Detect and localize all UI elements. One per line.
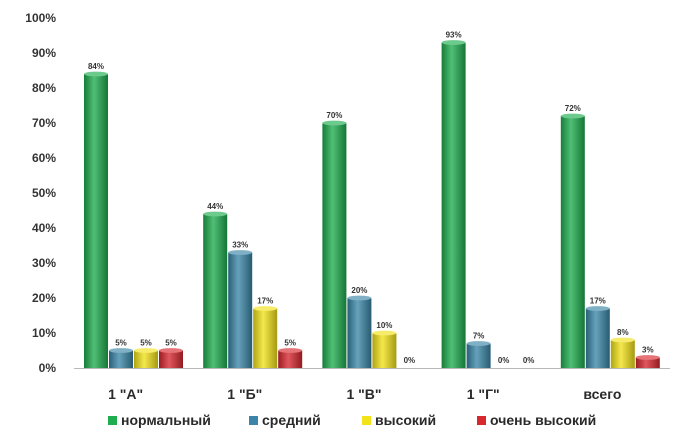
data-label: 5% — [284, 339, 296, 348]
data-label: 33% — [232, 241, 248, 250]
x-axis: 1 "А" 1 "Б" 1 "В" 1 "Г" всего — [108, 386, 621, 402]
bar-cap — [322, 120, 347, 126]
y-tick-label: 40% — [32, 221, 56, 235]
data-label: 0% — [404, 356, 416, 365]
y-tick-label: 100% — [25, 11, 56, 25]
data-label: 3% — [642, 346, 654, 355]
y-tick-label: 0% — [39, 361, 57, 375]
legend-label: средний — [262, 412, 321, 428]
bar — [635, 357, 660, 368]
bar-cap — [134, 348, 158, 353]
y-tick-label: 50% — [32, 186, 56, 200]
data-label: 7% — [473, 332, 485, 341]
bar — [372, 333, 397, 368]
data-label: 72% — [565, 104, 581, 113]
bar-cap — [560, 113, 585, 119]
data-label: 44% — [207, 202, 223, 211]
data-labels: 84% 5% 5% 5% 44% 33% 17% 5% 70% 20% 10% 0% 93% 7% 0% 0%… — [88, 31, 654, 366]
legend-swatch — [477, 416, 486, 425]
data-label: 0% — [498, 356, 510, 365]
data-label: 20% — [351, 286, 367, 295]
bar-cap — [466, 341, 491, 346]
data-label: 17% — [590, 297, 606, 306]
bar — [109, 350, 133, 368]
bar — [228, 252, 253, 368]
x-tick-label: 1 "Б" — [227, 386, 262, 402]
bar-cap — [610, 337, 635, 343]
y-tick-label: 80% — [32, 81, 56, 95]
y-tick-label: 20% — [32, 291, 56, 305]
x-tick-label: 1 "Г" — [467, 386, 500, 402]
bar-cap — [372, 330, 397, 336]
legend-swatch — [108, 416, 117, 425]
bar-cap — [84, 71, 108, 77]
bar — [347, 298, 372, 368]
bar-cap — [159, 348, 183, 353]
bar — [253, 308, 278, 368]
bar — [278, 350, 303, 368]
data-label: 0% — [523, 356, 535, 365]
bars — [84, 40, 660, 368]
y-tick-label: 10% — [32, 326, 56, 340]
data-label: 5% — [140, 339, 152, 348]
x-tick-label: 1 "В" — [346, 386, 381, 402]
legend-label: очень высокий — [490, 412, 596, 428]
bar — [134, 350, 158, 368]
bar — [560, 116, 585, 368]
bar-cap — [635, 355, 660, 360]
legend: нормальный средний высокий очень высокий — [108, 412, 596, 428]
bar-cap — [203, 211, 228, 217]
bar — [84, 74, 108, 368]
y-tick-label: 30% — [32, 256, 56, 270]
legend-swatch — [249, 416, 258, 425]
data-label: 17% — [257, 297, 273, 306]
y-axis: 0% 10% 20% 30% 40% 50% 60% 70% 80% 90% 100% — [25, 11, 670, 375]
bar — [159, 350, 183, 368]
bar-cap — [585, 306, 610, 311]
bar — [610, 340, 635, 368]
bar — [441, 42, 466, 368]
bar — [203, 214, 228, 368]
bar-cap — [109, 348, 133, 353]
legend-label: нормальный — [121, 412, 211, 428]
bar — [585, 308, 610, 368]
legend-swatch — [362, 416, 371, 425]
data-label: 70% — [326, 111, 342, 120]
bar-cap — [228, 250, 253, 255]
data-label: 93% — [446, 31, 462, 40]
data-label: 10% — [376, 321, 392, 330]
bar — [466, 343, 491, 368]
bar — [322, 123, 347, 368]
data-label: 5% — [115, 339, 127, 348]
data-label: 5% — [165, 339, 177, 348]
bar-cap — [441, 40, 466, 45]
bar-cap — [253, 306, 278, 311]
legend-label: высокий — [375, 412, 436, 428]
bar-cap — [278, 348, 303, 353]
data-label: 8% — [617, 328, 629, 337]
data-label: 84% — [88, 62, 104, 71]
x-tick-label: всего — [583, 386, 621, 402]
y-tick-label: 90% — [32, 46, 56, 60]
y-tick-label: 60% — [32, 151, 56, 165]
x-tick-label: 1 "А" — [108, 386, 143, 402]
bar-cap — [347, 295, 372, 301]
y-tick-label: 70% — [32, 116, 56, 130]
